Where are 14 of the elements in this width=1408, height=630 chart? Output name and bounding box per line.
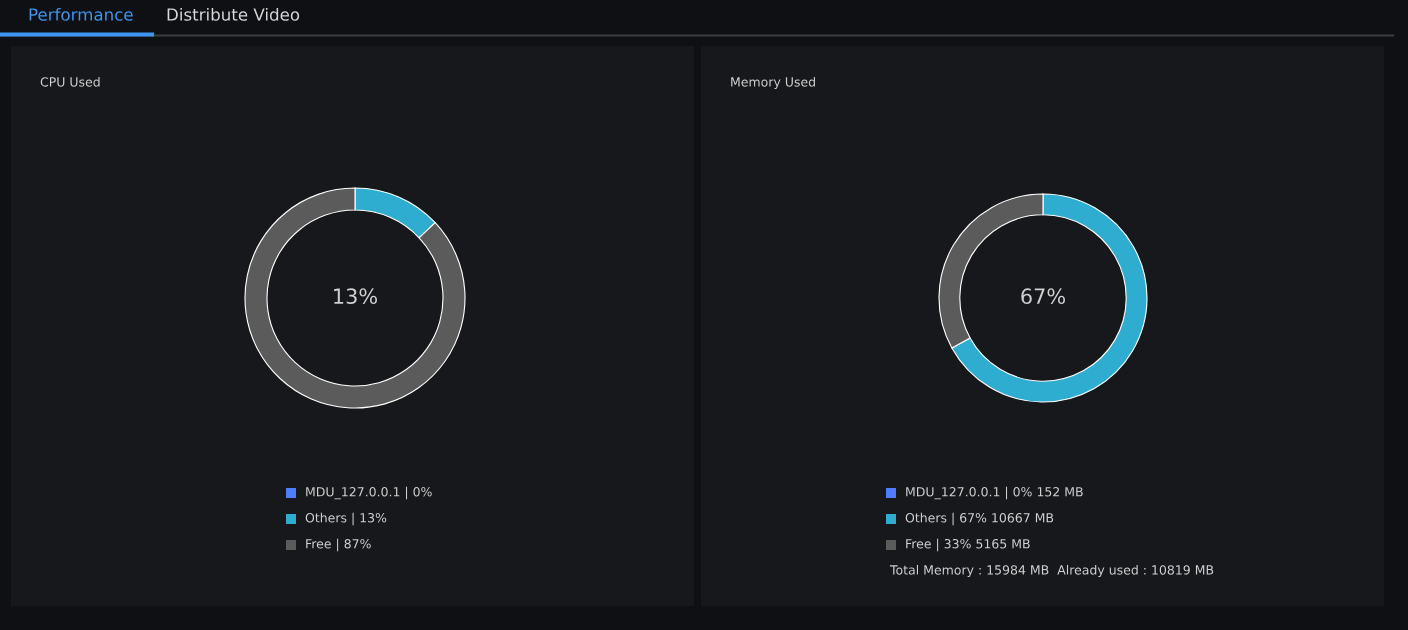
text: Total Memory : 15984 MB Already used : 10819 MB [889, 564, 1214, 578]
donut-slice [244, 187, 466, 409]
text: Memory Used [731, 76, 815, 90]
legend-label: MDU_127.0.0.1 | 0% [306, 486, 432, 500]
legend-label: Free | 33% 5165 MB [906, 538, 1030, 552]
legend-label: Free | 87% [306, 538, 371, 552]
text: Distribute Video [167, 7, 300, 21]
legend-label: MDU_127.0.0.1 | 0% 152 MB [906, 486, 1083, 500]
text: Performance [29, 7, 133, 21]
legend-label: Others | 67% 10667 MB [905, 512, 1054, 526]
text: 13% [334, 288, 377, 305]
legend-label: Others | 13% [305, 512, 387, 526]
text: 67% [1021, 288, 1065, 305]
text: CPU Used [40, 76, 100, 87]
